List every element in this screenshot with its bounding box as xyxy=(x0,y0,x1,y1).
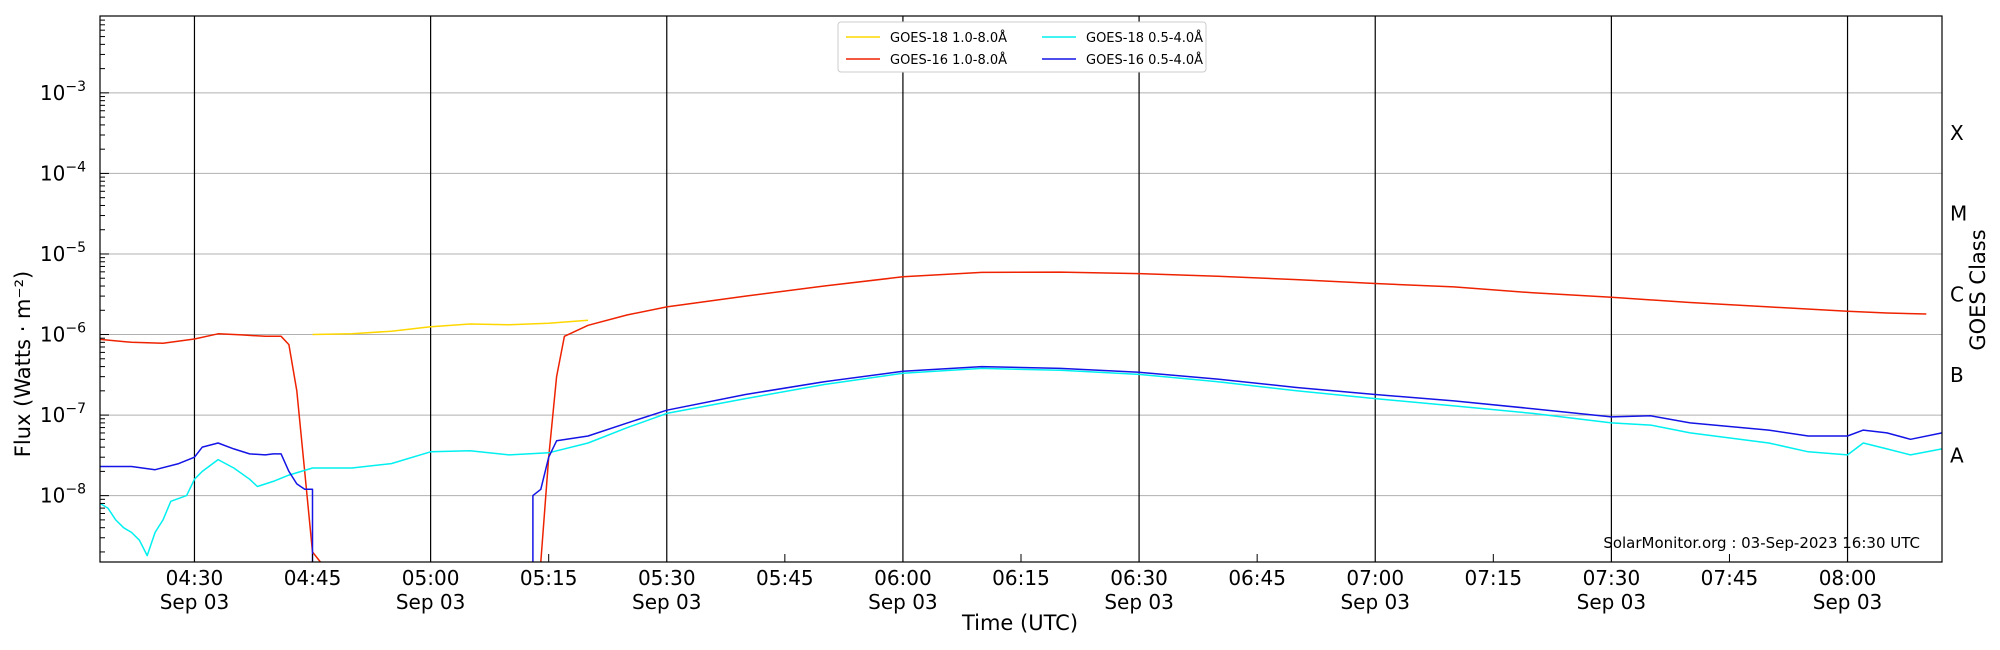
series-line-2 xyxy=(540,271,1927,563)
x-tick-label-date: Sep 03 xyxy=(1104,590,1174,614)
x-tick-label-time: 05:00 xyxy=(402,566,460,590)
series-line-3 xyxy=(99,367,1943,557)
y-axis-title: Flux (Watts · m⁻²) xyxy=(11,271,35,457)
legend-box xyxy=(837,21,1207,73)
goes-class-label: M xyxy=(1950,202,1967,226)
series-layer xyxy=(99,271,1943,563)
legend: GOES-18 1.0-8.0Å GOES-16 1.0-8.0Å GOES-18 … xyxy=(837,21,1207,73)
x-tick-label-time: 05:15 xyxy=(520,566,578,590)
x-tick-label-time: 04:45 xyxy=(284,566,342,590)
x-tick-label-time: 07:00 xyxy=(1346,566,1404,590)
series-line-4 xyxy=(532,365,1943,562)
x-tick-label-time: 07:15 xyxy=(1464,566,1522,590)
x-axis-title: Time (UTC) xyxy=(961,611,1078,635)
x-tick-label-time: 06:30 xyxy=(1110,566,1168,590)
x-tick-label-date: Sep 03 xyxy=(632,590,702,614)
x-tick-label-date: Sep 03 xyxy=(396,590,466,614)
x-tick-label-date: Sep 03 xyxy=(160,590,230,614)
plot-frame xyxy=(99,15,1943,563)
legend-label: GOES-18 1.0-8.0Å xyxy=(890,30,1007,46)
x-tick-label-time: 04:30 xyxy=(166,566,224,590)
x-tick-label-time: 07:30 xyxy=(1583,566,1641,590)
y-tick-label: 10−3 xyxy=(40,79,86,105)
watermark-text: SolarMonitor.org : 03-Sep-2023 16:30 UTC xyxy=(1603,534,1920,552)
x-tick-label-date: Sep 03 xyxy=(868,590,938,614)
goes-class-label: X xyxy=(1950,121,1964,145)
time-gridlines xyxy=(193,16,1849,562)
y-tick-label: 10−4 xyxy=(40,159,86,185)
y-tick-label: 10−7 xyxy=(40,401,86,427)
goes-class-label: C xyxy=(1950,282,1964,306)
legend-label: GOES-18 0.5-4.0Å xyxy=(1086,30,1203,46)
legend-label: GOES-16 1.0-8.0Å xyxy=(890,52,1007,68)
x-tick-label-date: Sep 03 xyxy=(1577,590,1647,614)
grid-layer xyxy=(100,92,1942,497)
x-tick-label-time: 07:45 xyxy=(1701,566,1759,590)
y-tick-label: 10−5 xyxy=(40,240,86,266)
goes-class-label: A xyxy=(1950,443,1964,467)
y-tick-label: 10−6 xyxy=(40,321,86,347)
right-y-axis-title: GOES Class xyxy=(1966,229,1990,350)
x-tick-label-time: 06:45 xyxy=(1228,566,1286,590)
x-tick-label-time: 05:30 xyxy=(638,566,696,590)
x-tick-label-time: 06:15 xyxy=(992,566,1050,590)
goes-class-label: B xyxy=(1950,363,1964,387)
series-line-1 xyxy=(312,319,589,336)
legend-label: GOES-16 0.5-4.0Å xyxy=(1086,52,1203,68)
x-tick-label-time: 06:00 xyxy=(874,566,932,590)
series-line-2 xyxy=(99,333,321,563)
x-tick-label-date: Sep 03 xyxy=(1813,590,1883,614)
x-tick-label-time: 05:45 xyxy=(756,566,814,590)
x-tick-label-date: Sep 03 xyxy=(1340,590,1410,614)
series-line-4 xyxy=(100,442,314,562)
y-tick-label: 10−8 xyxy=(40,482,86,508)
x-tick-label-time: 08:00 xyxy=(1819,566,1877,590)
